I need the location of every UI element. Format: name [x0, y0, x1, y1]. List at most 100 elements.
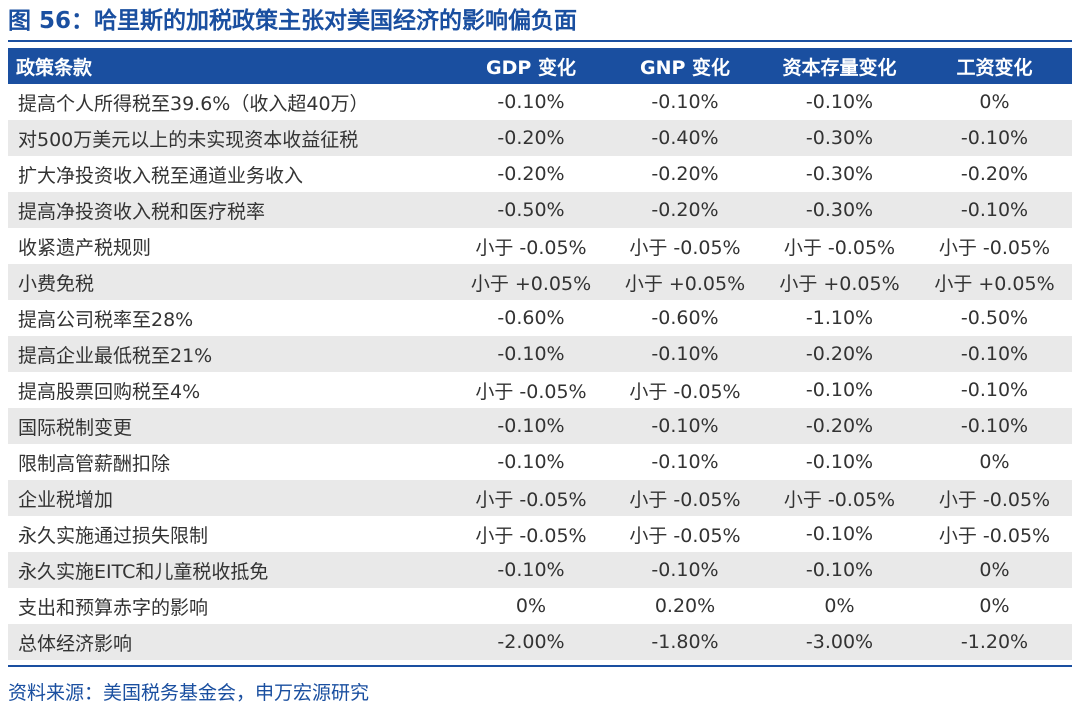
table-row: 对500万美元以上的未实现资本收益征税 -0.20% -0.40% -0.30%… — [8, 120, 1072, 156]
table-row: 支出和预算赤字的影响 0% 0.20% 0% 0% — [8, 588, 1072, 624]
table-row: 收紧遗产税规则 小于 -0.05% 小于 -0.05% 小于 -0.05% 小于… — [8, 228, 1072, 264]
wage-cell: 0% — [917, 444, 1072, 480]
wage-cell: -0.10% — [917, 336, 1072, 372]
capital-cell: -0.20% — [762, 408, 917, 444]
gdp-cell: -0.20% — [454, 156, 608, 192]
table-header-row: 政策条款 GDP 变化 GNP 变化 资本存量变化 工资变化 — [8, 48, 1072, 84]
gnp-cell: -0.10% — [608, 336, 762, 372]
gnp-cell: -0.10% — [608, 552, 762, 588]
table-row: 提高净投资收入税和医疗税率 -0.50% -0.20% -0.30% -0.10… — [8, 192, 1072, 228]
wage-cell: -1.20% — [917, 624, 1072, 660]
capital-cell: -0.10% — [762, 516, 917, 552]
policy-cell: 支出和预算赤字的影响 — [8, 588, 454, 624]
capital-cell: -0.30% — [762, 156, 917, 192]
wage-cell: -0.10% — [917, 408, 1072, 444]
gnp-cell: -0.60% — [608, 300, 762, 336]
header-capital-stock: 资本存量变化 — [782, 56, 897, 79]
title-divider — [8, 40, 1072, 42]
gdp-cell: 小于 -0.05% — [454, 372, 608, 408]
capital-cell: -0.10% — [762, 552, 917, 588]
policy-cell: 对500万美元以上的未实现资本收益征税 — [8, 120, 454, 156]
gnp-cell: 小于 -0.05% — [608, 516, 762, 552]
table-row: 提高公司税率至28% -0.60% -0.60% -1.10% -0.50% — [8, 300, 1072, 336]
capital-cell: 小于 -0.05% — [762, 480, 917, 516]
wage-cell: -0.10% — [917, 192, 1072, 228]
gdp-cell: -0.60% — [454, 300, 608, 336]
gdp-cell: -0.20% — [454, 120, 608, 156]
table-row: 永久实施EITC和儿童税收抵免 -0.10% -0.10% -0.10% 0% — [8, 552, 1072, 588]
capital-cell: -0.10% — [762, 84, 917, 120]
wage-cell: 小于 -0.05% — [917, 228, 1072, 264]
wage-cell: -0.50% — [917, 300, 1072, 336]
wage-cell: -0.10% — [917, 120, 1072, 156]
wage-cell: 小于 -0.05% — [917, 480, 1072, 516]
header-gnp: GNP 变化 — [639, 56, 731, 79]
gnp-cell: 0.20% — [608, 588, 762, 624]
table-row: 提高企业最低税至21% -0.10% -0.10% -0.20% -0.10% — [8, 336, 1072, 372]
policy-cell: 提高净投资收入税和医疗税率 — [8, 192, 454, 228]
capital-cell: -0.30% — [762, 120, 917, 156]
table-row: 总体经济影响 -2.00% -1.80% -3.00% -1.20% — [8, 624, 1072, 660]
policy-cell: 提高个人所得税至39.6%（收入超40万） — [8, 84, 454, 120]
table-row: 永久实施通过损失限制 小于 -0.05% 小于 -0.05% -0.10% 小于… — [8, 516, 1072, 552]
wage-cell: 小于 -0.05% — [917, 516, 1072, 552]
policy-cell: 提高公司税率至28% — [8, 300, 454, 336]
capital-cell: -0.10% — [762, 444, 917, 480]
gdp-cell: 小于 +0.05% — [454, 264, 608, 300]
table-row: 扩大净投资收入税至通道业务收入 -0.20% -0.20% -0.30% -0.… — [8, 156, 1072, 192]
capital-cell: -0.20% — [762, 336, 917, 372]
header-policy: 政策条款 — [16, 56, 93, 79]
gnp-cell: 小于 -0.05% — [608, 228, 762, 264]
gdp-cell: 0% — [454, 588, 608, 624]
policy-cell: 总体经济影响 — [8, 624, 454, 660]
gnp-cell: -0.10% — [608, 84, 762, 120]
gdp-cell: -0.10% — [454, 84, 608, 120]
capital-cell: -1.10% — [762, 300, 917, 336]
wage-cell: 0% — [917, 84, 1072, 120]
gdp-cell: -0.10% — [454, 444, 608, 480]
wage-cell: -0.10% — [917, 372, 1072, 408]
gnp-cell: -0.20% — [608, 156, 762, 192]
gnp-cell: -1.80% — [608, 624, 762, 660]
table-bottom-divider — [8, 665, 1072, 667]
capital-cell: -3.00% — [762, 624, 917, 660]
wage-cell: 0% — [917, 552, 1072, 588]
gdp-cell: 小于 -0.05% — [454, 516, 608, 552]
table-row: 提高股票回购税至4% 小于 -0.05% 小于 -0.05% -0.10% -0… — [8, 372, 1072, 408]
gnp-cell: 小于 -0.05% — [608, 480, 762, 516]
policy-impact-table: 政策条款 GDP 变化 GNP 变化 资本存量变化 工资变化 提高个人所得税至3… — [8, 48, 1072, 660]
gdp-cell: -0.10% — [454, 408, 608, 444]
capital-cell: -0.30% — [762, 192, 917, 228]
policy-cell: 小费免税 — [8, 264, 454, 300]
capital-cell: 小于 +0.05% — [762, 264, 917, 300]
gdp-cell: -0.10% — [454, 552, 608, 588]
capital-cell: 小于 -0.05% — [762, 228, 917, 264]
gdp-cell: 小于 -0.05% — [454, 480, 608, 516]
capital-cell: -0.10% — [762, 372, 917, 408]
policy-cell: 企业税增加 — [8, 480, 454, 516]
source-note: 资料来源：美国税务基金会，申万宏源研究 — [8, 682, 370, 704]
header-gdp: GDP 变化 — [486, 56, 576, 79]
policy-cell: 永久实施EITC和儿童税收抵免 — [8, 552, 454, 588]
table-row: 企业税增加 小于 -0.05% 小于 -0.05% 小于 -0.05% 小于 -… — [8, 480, 1072, 516]
header-wages: 工资变化 — [956, 56, 1033, 79]
gdp-cell: -0.50% — [454, 192, 608, 228]
gdp-cell: 小于 -0.05% — [454, 228, 608, 264]
table-row: 提高个人所得税至39.6%（收入超40万） -0.10% -0.10% -0.1… — [8, 84, 1072, 120]
gnp-cell: -0.20% — [608, 192, 762, 228]
wage-cell: 小于 +0.05% — [917, 264, 1072, 300]
policy-cell: 永久实施通过损失限制 — [8, 516, 454, 552]
capital-cell: 0% — [762, 588, 917, 624]
gnp-cell: -0.10% — [608, 408, 762, 444]
policy-cell: 提高股票回购税至4% — [8, 372, 454, 408]
wage-cell: 0% — [917, 588, 1072, 624]
table-row: 小费免税 小于 +0.05% 小于 +0.05% 小于 +0.05% 小于 +0… — [8, 264, 1072, 300]
gnp-cell: 小于 -0.05% — [608, 372, 762, 408]
figure-title: 图 56：哈里斯的加税政策主张对美国经济的影响偏负面 — [8, 8, 578, 34]
gdp-cell: -2.00% — [454, 624, 608, 660]
policy-cell: 限制高管薪酬扣除 — [8, 444, 454, 480]
policy-cell: 提高企业最低税至21% — [8, 336, 454, 372]
gnp-cell: 小于 +0.05% — [608, 264, 762, 300]
policy-cell: 扩大净投资收入税至通道业务收入 — [8, 156, 454, 192]
table-row: 国际税制变更 -0.10% -0.10% -0.20% -0.10% — [8, 408, 1072, 444]
